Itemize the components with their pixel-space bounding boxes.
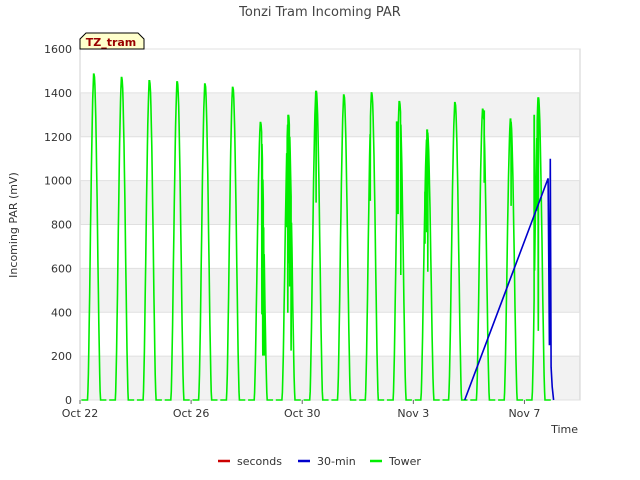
x-tick-label: Oct 22 (62, 407, 99, 420)
tower-day-curve (303, 90, 329, 401)
series-layer (81, 73, 555, 401)
tower-day-curve (275, 114, 301, 401)
x-tick-label: Nov 3 (397, 407, 429, 420)
x-axis: Oct 22 Oct 26 Oct 30 Nov 3 Nov 7 (62, 400, 540, 420)
background-band (80, 224, 580, 269)
legend-item: 30-min (298, 455, 356, 468)
tower-day-curve (414, 129, 440, 401)
x-tick-label: Oct 26 (173, 407, 210, 420)
y-axis: 0 200 400 600 800 1000 1200 1400 1600 (44, 43, 72, 407)
tower-day-curve (136, 80, 162, 401)
legend-item: Tower (370, 455, 421, 468)
tower-day-curve (220, 86, 246, 401)
y-tick-label: 1400 (44, 87, 72, 100)
background-band (80, 312, 580, 357)
y-tick-label: 800 (51, 219, 72, 232)
y-tick-label: 0 (65, 394, 72, 407)
legend: seconds 30-min Tower (218, 455, 421, 468)
legend-label: seconds (237, 455, 282, 468)
legend-label: 30-min (317, 455, 356, 468)
y-tick-label: 200 (51, 350, 72, 363)
site-label-box: TZ_tram (79, 32, 145, 50)
y-tick-label: 400 (51, 306, 72, 319)
legend-item: seconds (218, 455, 282, 468)
tower-day-curve (192, 83, 218, 401)
background-band (80, 356, 580, 400)
tower-day-curve (442, 101, 468, 401)
gridlines (80, 48, 580, 401)
background-band (80, 92, 580, 137)
background-band (80, 180, 580, 225)
background-band (80, 49, 580, 93)
tower-day-curve (525, 97, 551, 401)
plot-background-bands (80, 49, 580, 400)
tower-day-curve (109, 76, 135, 401)
x-tick-label: Nov 7 (508, 407, 540, 420)
y-tick-label: 1000 (44, 175, 72, 188)
tower-day-curve (359, 92, 385, 401)
y-tick-label: 1600 (44, 43, 72, 56)
background-band (80, 136, 580, 181)
tower-day-curve (248, 121, 274, 401)
chart-title: Tonzi Tram Incoming PAR (238, 5, 401, 20)
site-label: TZ_tram (86, 36, 137, 49)
thirty-min-line (463, 158, 555, 401)
tower-day-curve (81, 73, 107, 401)
legend-label: Tower (388, 455, 421, 468)
tower-day-curve (498, 118, 524, 401)
y-tick-label: 600 (51, 262, 72, 275)
y-axis-label: Incoming PAR (mV) (7, 172, 20, 278)
y-tick-label: 1200 (44, 131, 72, 144)
tower-day-curve (470, 108, 496, 401)
tower-day-curve (164, 81, 190, 401)
x-tick-label: Oct 30 (284, 407, 321, 420)
tower-day-curve (386, 100, 412, 401)
background-band (80, 268, 580, 313)
tower-day-curve (331, 94, 357, 401)
x-axis-label: Time (550, 423, 578, 436)
